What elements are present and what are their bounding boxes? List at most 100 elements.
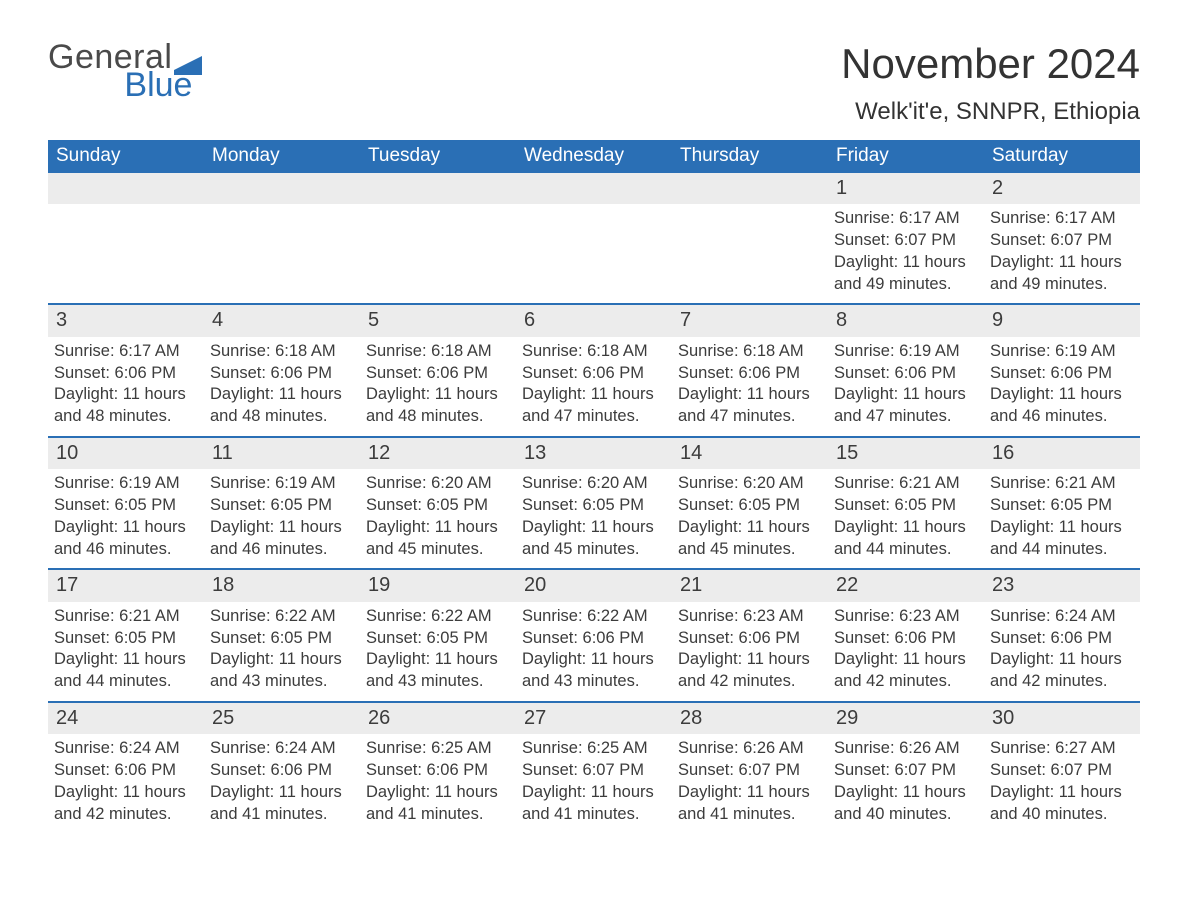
day-number: 3 (48, 305, 204, 336)
day-cell (516, 173, 672, 303)
sunset-line: Sunset: 6:06 PM (834, 628, 978, 650)
daylight-line: Daylight: 11 hours and 43 minutes. (522, 649, 666, 693)
day-cell: 8Sunrise: 6:19 AMSunset: 6:06 PMDaylight… (828, 305, 984, 435)
day-cell: 19Sunrise: 6:22 AMSunset: 6:05 PMDayligh… (360, 570, 516, 700)
daylight-line: Daylight: 11 hours and 42 minutes. (834, 649, 978, 693)
day-cell (672, 173, 828, 303)
daylight-line: Daylight: 11 hours and 42 minutes. (678, 649, 822, 693)
day-number: 4 (204, 305, 360, 336)
daylight-line: Daylight: 11 hours and 44 minutes. (834, 517, 978, 561)
day-cell: 22 Sunrise: 6:23 AMSunset: 6:06 PMDayligh… (828, 570, 984, 700)
daylight-line: Daylight: 11 hours and 48 minutes. (210, 384, 354, 428)
weekday-header: Saturday (984, 140, 1140, 173)
weekday-header: Monday (204, 140, 360, 173)
day-number: 29 (828, 703, 984, 734)
logo-mark-icon (174, 56, 202, 70)
daylight-line: Daylight: 11 hours and 42 minutes. (54, 782, 198, 826)
week-row: 24 Sunrise: 6:24 AM Sunset: 6:06 PM Dayligh… (48, 701, 1140, 833)
day-number (204, 173, 360, 204)
day-cell: 20Sunrise: 6:22 AMSunset: 6:06 PMDayligh… (516, 570, 672, 700)
day-number: 24 (48, 703, 204, 734)
sunset-line: Sunset: 6:06 PM (990, 363, 1134, 385)
sunset-line: Sunset: 6:07 PM (834, 760, 978, 782)
day-cell: 2 Sunrise: 6:17 AMSunset: 6:07 PMDaylight… (984, 173, 1140, 303)
day-cell: 11Sunrise: 6:19 AMSunset: 6:05 PMDayligh… (204, 438, 360, 568)
title-block: November 2024 Welk'it'e, SNNPR, Ethiopia (841, 40, 1140, 126)
day-cell: 14Sunrise: 6:20 AMSunset: 6:05 PMDayligh… (672, 438, 828, 568)
sunrise-line: Sunrise: 6:20 AM (366, 473, 510, 495)
daylight-line: Daylight: 11 hours and 46 minutes. (210, 517, 354, 561)
weekday-header-row: SundayMondayTuesdayWednesdayThursdayFrid… (48, 140, 1140, 173)
daylight-line: Daylight: 11 hours and 49 minutes. (990, 252, 1134, 296)
week-row: 17Sunrise: 6:21 AMSunset: 6:05 PMDayligh… (48, 568, 1140, 700)
day-cell: 7Sunrise: 6:18 AMSunset: 6:06 PMDaylight… (672, 305, 828, 435)
day-number: 9 (984, 305, 1140, 336)
daylight-line: Daylight: 11 hours and 45 minutes. (678, 517, 822, 561)
day-cell (204, 173, 360, 303)
sunrise-line: Sunrise: 6:24 AM (54, 738, 198, 760)
sunrise-line: Sunrise: 6:23 AM (678, 606, 822, 628)
daylight-line: Daylight: 11 hours and 40 minutes. (990, 782, 1134, 826)
sunrise-line: Sunrise: 6:22 AM (210, 606, 354, 628)
day-cell: 29Sunrise: 6:26 AMSunset: 6:07 PMDayligh… (828, 703, 984, 833)
day-number: 21 (672, 570, 828, 601)
sunset-line: Sunset: 6:05 PM (990, 495, 1134, 517)
day-cell: 28Sunrise: 6:26 AMSunset: 6:07 PMDayligh… (672, 703, 828, 833)
day-number: 19 (360, 570, 516, 601)
daylight-line: Daylight: 11 hours and 47 minutes. (834, 384, 978, 428)
day-cell (360, 173, 516, 303)
daylight-line: Daylight: 11 hours and 43 minutes. (366, 649, 510, 693)
sunrise-line: Sunrise: 6:20 AM (522, 473, 666, 495)
sunset-line: Sunset: 6:07 PM (990, 230, 1134, 252)
day-number: 2 (984, 173, 1140, 204)
day-cell: 3Sunrise: 6:17 AMSunset: 6:06 PMDaylight… (48, 305, 204, 435)
sunset-line: Sunset: 6:06 PM (210, 363, 354, 385)
sunset-line: Sunset: 6:06 PM (210, 760, 354, 782)
daylight-line: Daylight: 11 hours and 48 minutes. (54, 384, 198, 428)
sunrise-line: Sunrise: 6:17 AM (54, 341, 198, 363)
daylight-line: Daylight: 11 hours and 49 minutes. (834, 252, 978, 296)
week-row: 3Sunrise: 6:17 AMSunset: 6:06 PMDaylight… (48, 303, 1140, 435)
weekday-header: Thursday (672, 140, 828, 173)
day-number (48, 173, 204, 204)
sunset-line: Sunset: 6:07 PM (678, 760, 822, 782)
sunrise-line: Sunrise: 6:19 AM (834, 341, 978, 363)
sunset-line: Sunset: 6:06 PM (678, 628, 822, 650)
weekday-header: Tuesday (360, 140, 516, 173)
calendar: SundayMondayTuesdayWednesdayThursdayFrid… (48, 140, 1140, 833)
day-cell: 24Sunrise: 6:24 AMSunset: 6:06 PMDayligh… (48, 703, 204, 833)
daylight-line: Daylight: 11 hours and 40 minutes. (834, 782, 978, 826)
day-number: 26 (360, 703, 516, 734)
sunset-line: Sunset: 6:05 PM (366, 495, 510, 517)
sunset-line: Sunset: 6:07 PM (834, 230, 978, 252)
day-number: 8 (828, 305, 984, 336)
day-number: 14 (672, 438, 828, 469)
day-cell: 18Sunrise: 6:22 AMSunset: 6:05 PMDayligh… (204, 570, 360, 700)
day-cell: 15Sunrise: 6:21 AMSunset: 6:05 PMDayligh… (828, 438, 984, 568)
day-number: 11 (204, 438, 360, 469)
sunrise-line: Sunrise: 6:17 AM (990, 208, 1134, 230)
sunrise-line: Sunrise: 6:18 AM (522, 341, 666, 363)
day-number: 12 (360, 438, 516, 469)
day-cell: 4Sunrise: 6:18 AMSunset: 6:06 PMDaylight… (204, 305, 360, 435)
sunrise-line: Sunrise: 6:23 AM (834, 606, 978, 628)
day-cell: 9Sunrise: 6:19 AMSunset: 6:06 PMDaylight… (984, 305, 1140, 435)
sunrise-line: Sunrise: 6:20 AM (678, 473, 822, 495)
daylight-line: Daylight: 11 hours and 48 minutes. (366, 384, 510, 428)
daylight-line: Daylight: 11 hours and 46 minutes. (990, 384, 1134, 428)
day-cell: 17Sunrise: 6:21 AMSunset: 6:05 PMDayligh… (48, 570, 204, 700)
day-number: 22 (828, 570, 984, 601)
sunrise-line: Sunrise: 6:17 AM (834, 208, 978, 230)
sunset-line: Sunset: 6:06 PM (366, 363, 510, 385)
day-number: 20 (516, 570, 672, 601)
day-cell: 26Sunrise: 6:25 AMSunset: 6:06 PMDayligh… (360, 703, 516, 833)
day-number: 25 (204, 703, 360, 734)
day-cell (48, 173, 204, 303)
sunset-line: Sunset: 6:06 PM (990, 628, 1134, 650)
day-cell: 30Sunrise: 6:27 AMSunset: 6:07 PMDayligh… (984, 703, 1140, 833)
sunset-line: Sunset: 6:05 PM (210, 628, 354, 650)
sunrise-line: Sunrise: 6:22 AM (366, 606, 510, 628)
sunset-line: Sunset: 6:05 PM (54, 495, 198, 517)
sunrise-line: Sunrise: 6:22 AM (522, 606, 666, 628)
daylight-line: Daylight: 11 hours and 47 minutes. (522, 384, 666, 428)
